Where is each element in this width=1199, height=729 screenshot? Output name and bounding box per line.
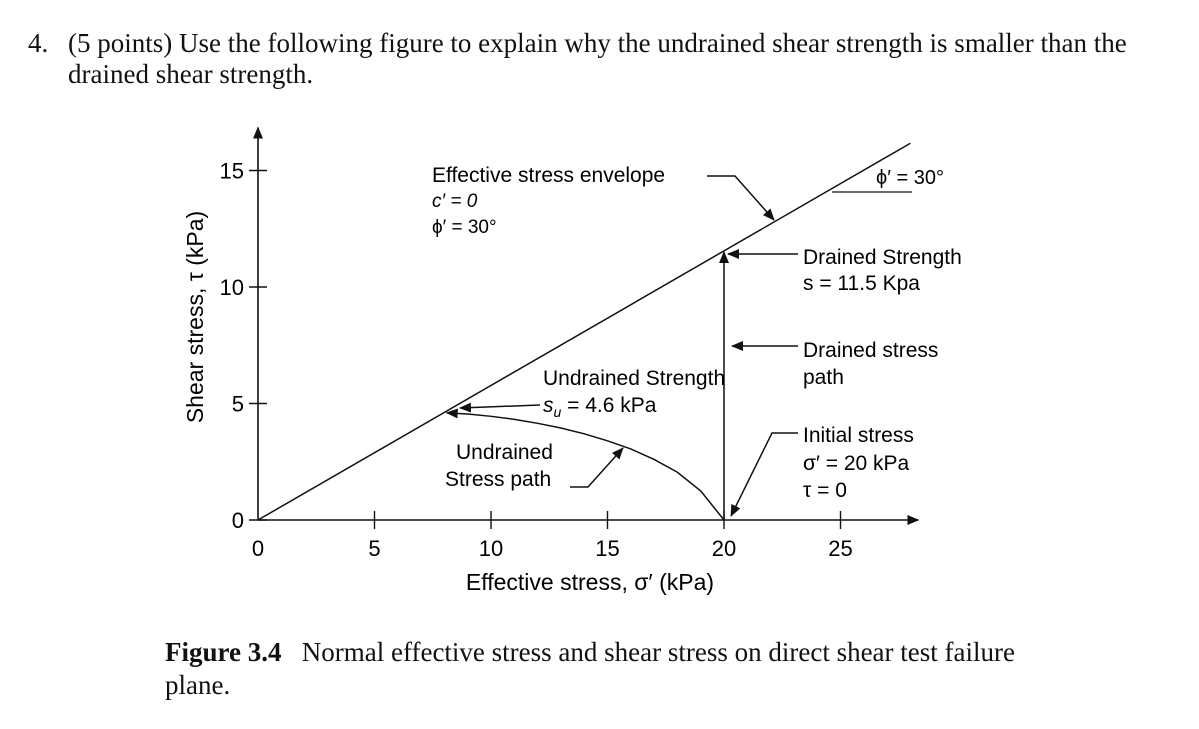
initial-stress-sigma: σ′ = 20 kPa	[803, 452, 910, 475]
undrained-strength-title: Undrained Strength	[543, 367, 725, 390]
figure-caption: Figure 3.4 Normal effective stress and s…	[165, 636, 1065, 702]
question-text: (5 points) Use the following figure to e…	[68, 28, 1127, 89]
x-tick-label: 20	[712, 536, 736, 561]
drained-strength-title: Drained Strength	[803, 246, 962, 269]
series-group	[257, 142, 911, 521]
undrained-strength-value: su = 4.6 kPa	[543, 394, 657, 420]
angle-label: ϕ′ = 30°	[876, 167, 944, 189]
undrained-path-arrow	[570, 447, 624, 488]
drained-path-title: Drained stress	[803, 339, 938, 362]
caption-text: Normal effective stress and shear stress…	[165, 637, 1015, 700]
undrained-stress-path-line	[445, 408, 725, 521]
x-tick-label: 15	[595, 536, 619, 561]
drained-path-title-line2: path	[803, 366, 844, 389]
drained-strength-value: s = 11.5 Kpa	[803, 272, 920, 295]
initial-stress-tau: τ = 0	[803, 479, 847, 502]
effective-stress-envelope-line	[257, 142, 911, 521]
y-tick-label: 0	[232, 508, 244, 533]
envelope-leader-arrow	[707, 175, 775, 221]
x-tick-label: 5	[368, 536, 380, 561]
envelope-cohesion: c′ = 0	[432, 191, 478, 212]
undrained-strength-symbol: s	[543, 394, 554, 417]
undrained-strength-rest: = 4.6 kPa	[561, 394, 656, 417]
y-tick-label: 5	[232, 392, 244, 417]
y-tick-label: 15	[220, 159, 244, 184]
envelope-friction-angle: ϕ′ = 30°	[432, 217, 497, 238]
undrained-strength-subscript: u	[554, 404, 562, 420]
envelope-title: Effective stress envelope	[432, 164, 665, 187]
caption-label: Figure 3.4	[165, 637, 282, 667]
y-axis-title: Shear stress, τ (kPa)	[182, 211, 208, 423]
question-number: 4.	[28, 28, 49, 58]
undrained-path-title: Undrained	[456, 441, 553, 464]
initial-stress-arrow	[730, 432, 798, 517]
x-tick-label: 0	[252, 536, 264, 561]
initial-stress-title: Initial stress	[803, 424, 914, 447]
x-tick-label: 25	[828, 536, 852, 561]
x-axis-title: Effective stress, σ′ (kPa)	[466, 569, 714, 595]
undrained-path-title-line2: Stress path	[445, 468, 551, 491]
undrained-strength-arrow	[459, 402, 541, 413]
y-tick-label: 10	[220, 275, 244, 300]
x-tick-label: 10	[479, 536, 503, 561]
axes: 0 5 10 15 20 25 0 5 10 15	[220, 126, 920, 561]
